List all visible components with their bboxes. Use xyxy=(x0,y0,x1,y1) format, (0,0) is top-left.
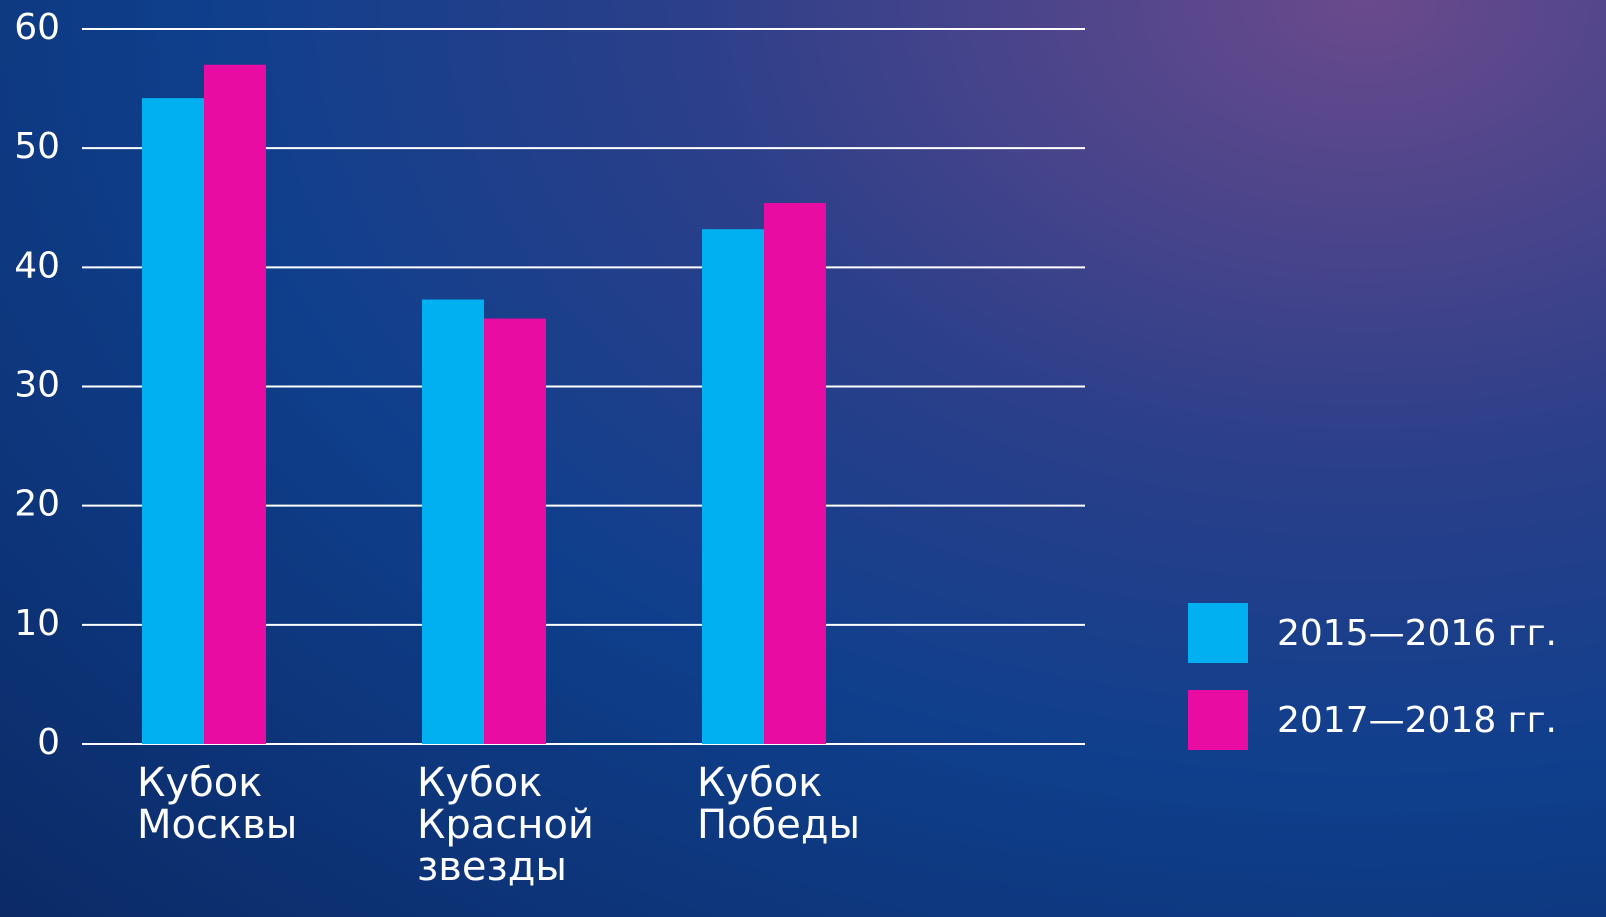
y-tick-label: 50 xyxy=(14,126,60,167)
y-tick-label: 10 xyxy=(14,603,60,644)
bar xyxy=(702,229,764,744)
y-tick-label: 40 xyxy=(14,245,60,286)
bar xyxy=(764,202,826,744)
bar xyxy=(484,318,546,744)
legend-label: 2015—2016 гг. xyxy=(1277,613,1557,654)
bar xyxy=(422,299,484,744)
legend-label: 2017—2018 гг. xyxy=(1277,700,1557,741)
y-tick-label: 20 xyxy=(14,484,60,525)
legend-swatch xyxy=(1188,603,1248,663)
x-tick-label: Кубок Красной звезды xyxy=(417,760,594,890)
legend-swatch xyxy=(1188,690,1248,750)
bar xyxy=(142,98,204,744)
bar xyxy=(204,64,266,744)
y-tick-label: 0 xyxy=(37,722,60,763)
x-tick-label: Кубок Победы xyxy=(697,760,861,848)
y-tick-label: 30 xyxy=(14,365,60,406)
y-tick-label: 60 xyxy=(14,7,60,48)
x-tick-label: Кубок Москвы xyxy=(137,760,298,848)
